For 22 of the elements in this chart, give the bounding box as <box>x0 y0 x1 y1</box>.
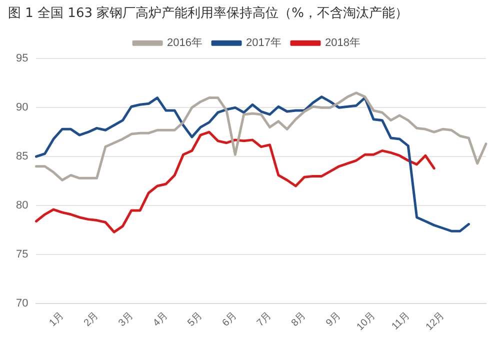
x-tick-label: 1月 <box>47 310 66 329</box>
x-tick-label: 8月 <box>290 310 308 329</box>
x-tick-label: 9月 <box>324 310 344 329</box>
x-tick-label: 2月 <box>82 310 101 329</box>
chart-title: 图 1 全国 163 家钢厂高炉产能利用率保持高位（%，不含淘汰产能） <box>8 5 408 22</box>
x-tick-label: 11月 <box>390 310 412 332</box>
y-tick-label: 85 <box>16 150 28 163</box>
y-tick-label: 75 <box>16 248 28 261</box>
y-tick-label: 80 <box>16 200 28 212</box>
x-tick-label: 12月 <box>424 310 447 333</box>
legend-label: 2017年 <box>246 37 282 50</box>
x-tick-label: 10月 <box>354 310 378 333</box>
legend-label: 2016年 <box>167 37 203 50</box>
x-tick-label: 6月 <box>220 310 240 329</box>
y-tick-label: 95 <box>16 52 28 65</box>
x-tick-label: 7月 <box>255 310 274 329</box>
x-tick-label: 3月 <box>116 310 136 329</box>
legend-label: 2018年 <box>324 37 360 50</box>
y-tick-label: 90 <box>16 102 28 114</box>
x-tick-label: 5月 <box>186 310 205 329</box>
x-tick-label: 4月 <box>151 310 170 329</box>
y-tick-label: 70 <box>16 298 28 310</box>
